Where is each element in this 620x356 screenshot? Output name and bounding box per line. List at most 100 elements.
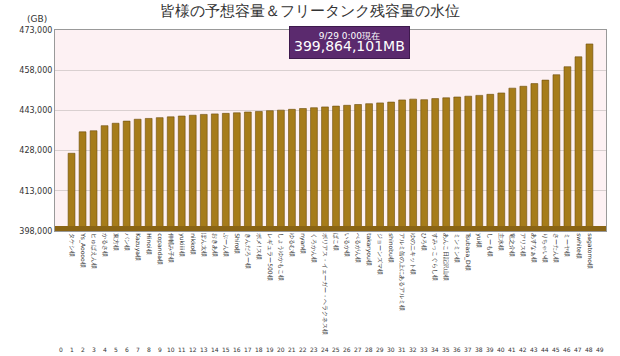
svg-text:9/29 0:00現在399,864,101MB: 9/29 0:00現在399,864,101MB xyxy=(294,31,405,54)
svg-text:Tsubasa_D様: Tsubasa_D様 xyxy=(464,232,472,271)
svg-text:37: 37 xyxy=(464,346,472,353)
svg-text:ぽん太様: ぽん太様 xyxy=(201,233,208,257)
svg-text:nyan様: nyan様 xyxy=(299,233,307,254)
svg-text:0: 0 xyxy=(59,346,63,353)
svg-text:398,000: 398,000 xyxy=(19,227,52,236)
svg-text:31: 31 xyxy=(398,346,406,353)
svg-text:7: 7 xyxy=(136,346,140,353)
svg-text:あすなぁ様: あすなぁ様 xyxy=(530,233,538,263)
svg-text:28: 28 xyxy=(365,346,373,353)
svg-text:42: 42 xyxy=(519,346,527,353)
svg-text:458,000: 458,000 xyxy=(19,66,52,75)
svg-text:35: 35 xyxy=(442,346,450,353)
svg-text:ジョーンズマ様: ジョーンズマ様 xyxy=(377,233,384,275)
svg-text:12: 12 xyxy=(189,346,197,353)
svg-text:すみっこぐらし様: すみっこぐらし様 xyxy=(431,233,439,281)
svg-text:Kazuya様: Kazuya様 xyxy=(134,233,142,261)
svg-text:ひろ様: ひろ様 xyxy=(421,233,428,251)
svg-text:9: 9 xyxy=(158,346,162,353)
svg-text:べるがん様: べるがん様 xyxy=(355,233,362,263)
svg-text:伸輔み子様: 伸輔み子様 xyxy=(168,232,175,263)
svg-text:428,000: 428,000 xyxy=(19,146,52,155)
svg-text:41: 41 xyxy=(508,346,516,353)
svg-text:レギュラー500様: レギュラー500様 xyxy=(267,233,274,280)
svg-text:きんだろー様: きんだろー様 xyxy=(244,233,252,269)
svg-text:りちゃい様: りちゃい様 xyxy=(542,233,549,263)
svg-text:6: 6 xyxy=(125,346,129,353)
svg-text:27: 27 xyxy=(354,346,362,353)
svg-text:13: 13 xyxy=(200,346,208,353)
svg-text:タケシ様: タケシ様 xyxy=(69,233,76,257)
svg-text:ポメ!ス様: ポメ!ス様 xyxy=(256,233,263,259)
svg-text:くろかん様: くろかん様 xyxy=(310,233,318,263)
svg-text:38: 38 xyxy=(475,346,483,353)
svg-text:アリス様: アリス様 xyxy=(520,233,527,257)
svg-text:16: 16 xyxy=(233,346,241,353)
svg-text:1: 1 xyxy=(70,346,74,353)
svg-text:Ys_Aoooo様: Ys_Aoooo様 xyxy=(79,232,87,267)
svg-text:さーたん様: さーたん様 xyxy=(553,233,560,263)
svg-text:しょうゆかもこ様: しょうゆかもこ様 xyxy=(277,233,285,281)
svg-text:ゆのニキット様: ゆのニキット様 xyxy=(410,233,417,275)
svg-text:4: 4 xyxy=(103,346,107,353)
svg-text:8: 8 xyxy=(147,346,151,353)
svg-text:ミーヤ様: ミーヤ様 xyxy=(564,233,571,257)
svg-text:東方様: 東方様 xyxy=(113,233,120,251)
svg-text:ぶーん様: ぶーん様 xyxy=(223,233,230,257)
svg-text:yukiiii様: yukiiii様 xyxy=(178,233,186,256)
svg-text:swhite様: swhite様 xyxy=(576,233,583,259)
svg-text:11: 11 xyxy=(178,346,186,353)
svg-text:いるか様: いるか様 xyxy=(344,233,351,257)
svg-text:49: 49 xyxy=(596,346,604,353)
svg-text:shinobu様: shinobu様 xyxy=(388,233,395,263)
svg-text:5: 5 xyxy=(114,346,118,353)
svg-text:18: 18 xyxy=(255,346,263,353)
svg-text:3: 3 xyxy=(92,346,96,353)
svg-text:皆様の予想容量＆フリータンク残容量の水位: 皆様の予想容量＆フリータンク残容量の水位 xyxy=(160,2,460,20)
svg-text:39: 39 xyxy=(486,346,494,353)
svg-text:sagatomo様: sagatomo様 xyxy=(586,233,594,269)
svg-text:21: 21 xyxy=(288,346,296,353)
svg-text:takaryou様: takaryou様 xyxy=(365,233,373,266)
svg-text:かるさ様: かるさ様 xyxy=(102,233,109,257)
svg-text:23: 23 xyxy=(310,346,318,353)
svg-text:パン様: パン様 xyxy=(124,232,131,251)
svg-text:473,000: 473,000 xyxy=(19,26,52,35)
svg-text:ボリアス・イェーガー・ヘラクネス様: ボリアス・イェーガー・ヘラクネス様 xyxy=(322,233,329,335)
svg-text:22: 22 xyxy=(299,346,307,353)
svg-text:20: 20 xyxy=(277,346,285,353)
svg-text:(GB): (GB) xyxy=(27,14,47,24)
svg-text:47: 47 xyxy=(574,346,582,353)
svg-text:32: 32 xyxy=(409,346,417,353)
svg-text:yui様: yui様 xyxy=(475,233,483,248)
svg-text:主水様: 主水様 xyxy=(498,233,505,251)
svg-text:アルミ缶の上にあるアルミ様: アルミ缶の上にあるアルミ様 xyxy=(398,233,406,311)
svg-text:25: 25 xyxy=(332,346,340,353)
svg-text:33: 33 xyxy=(420,346,428,353)
svg-text:copanda様: copanda様 xyxy=(156,233,164,265)
svg-text:nikko様: nikko様 xyxy=(190,233,197,255)
svg-text:ぱこ様: ぱこ様 xyxy=(332,233,340,251)
svg-text:43: 43 xyxy=(530,346,538,353)
svg-text:ミンミン様: ミンミン様 xyxy=(454,233,461,263)
svg-text:Shiro様: Shiro様 xyxy=(234,233,241,254)
svg-text:14: 14 xyxy=(211,346,219,353)
svg-text:10: 10 xyxy=(167,346,175,353)
svg-text:ゆるむ様: ゆるむ様 xyxy=(289,233,296,257)
svg-text:48: 48 xyxy=(585,346,593,353)
svg-text:竜之介様: 竜之介様 xyxy=(509,233,516,257)
svg-text:しーも様: しーも様 xyxy=(487,233,494,257)
svg-text:26: 26 xyxy=(343,346,351,353)
svg-text:24: 24 xyxy=(321,346,329,353)
svg-text:Hinoi様: Hinoi様 xyxy=(146,233,153,254)
svg-text:2: 2 xyxy=(81,346,85,353)
svg-text:40: 40 xyxy=(497,346,505,353)
svg-text:29: 29 xyxy=(376,346,384,353)
svg-text:45: 45 xyxy=(552,346,560,353)
svg-text:34: 34 xyxy=(431,346,439,353)
svg-text:15: 15 xyxy=(222,346,230,353)
svg-text:46: 46 xyxy=(563,346,571,353)
svg-text:おきあ様: おきあ様 xyxy=(211,233,219,257)
svg-text:17: 17 xyxy=(244,346,252,353)
svg-text:443,000: 443,000 xyxy=(19,106,52,115)
